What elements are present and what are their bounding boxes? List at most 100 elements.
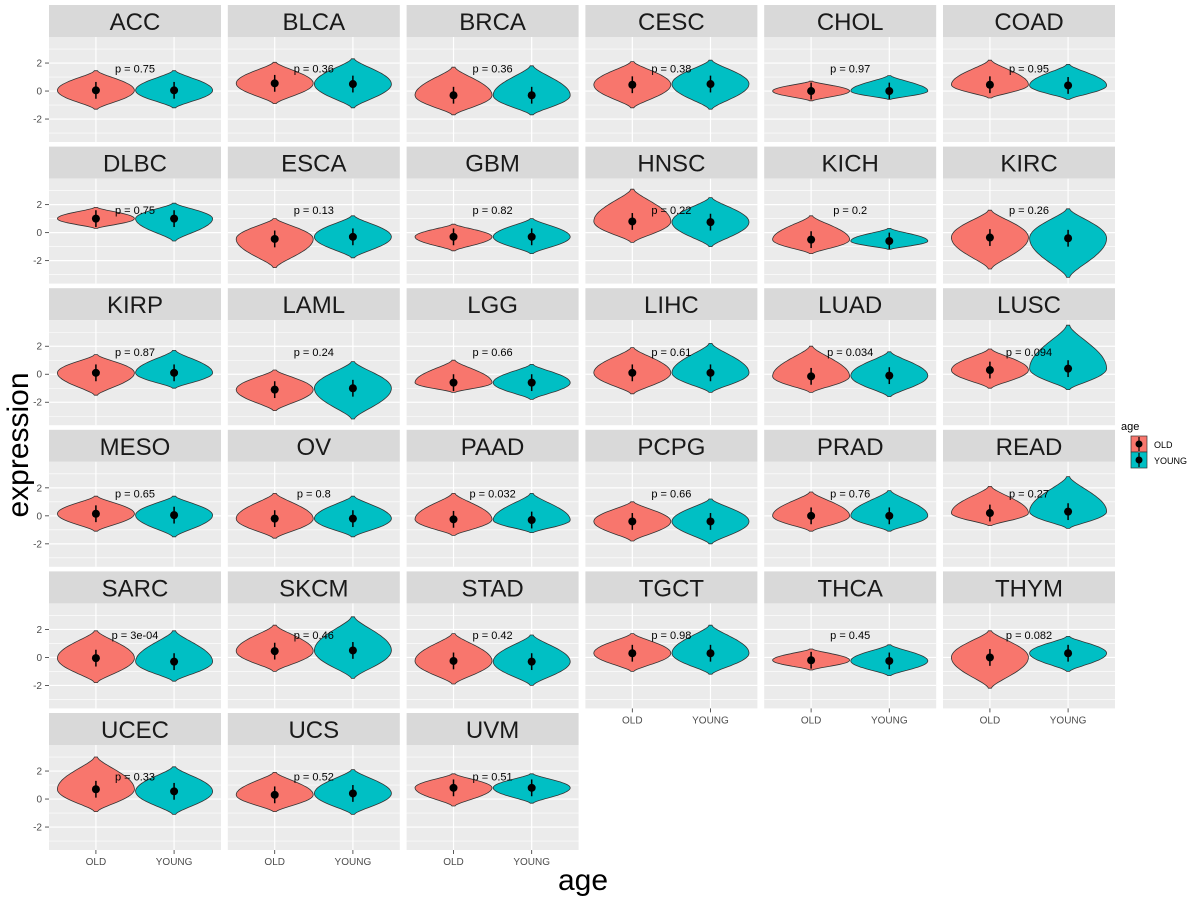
x-tick-label: OLD — [801, 715, 822, 726]
mean-point-old — [985, 80, 994, 89]
mean-point-young — [885, 237, 894, 246]
strip — [764, 146, 937, 179]
strip-label: UCEC — [101, 717, 169, 744]
p-value-label: p = 3e-04 — [112, 630, 159, 642]
x-tick-label: YOUNG — [692, 715, 729, 726]
legend-key-young — [1130, 451, 1148, 469]
strip — [227, 429, 400, 462]
y-tick-label: 0 — [36, 653, 42, 664]
violin-young — [1029, 324, 1108, 391]
facet-ucs: UCS p = 0.52 OLD YOUNG — [227, 713, 400, 868]
mean-point-young — [1064, 81, 1073, 90]
strip-label: DLBC — [103, 151, 167, 178]
x-axis-title: age — [558, 864, 608, 897]
strip — [764, 288, 937, 321]
p-value-label: p = 0.65 — [115, 488, 155, 500]
mean-point-old — [807, 87, 816, 96]
mean-point-young — [706, 649, 715, 658]
facet-uvm: UVM p = 0.51 OLD YOUNG — [406, 713, 579, 868]
y-tick-label: 2 — [36, 342, 42, 353]
p-value-label: p = 0.75 — [115, 205, 155, 217]
facet-luad: LUAD p = 0.034 — [764, 288, 937, 426]
facet-esca: ESCA p = 0.13 — [227, 146, 400, 284]
facet-meso: MESO p = 0.65 2 0 -2 — [33, 429, 221, 567]
mean-point-old — [91, 214, 100, 223]
mean-point-old — [91, 86, 100, 95]
facet-lusc: LUSC p = 0.094 — [943, 288, 1115, 426]
strip — [49, 288, 221, 321]
strip — [585, 288, 758, 321]
mean-point-old — [985, 653, 994, 662]
y-tick-label: -2 — [33, 115, 42, 126]
strip — [585, 5, 758, 37]
facet-coad: COAD p = 0.95 — [943, 5, 1115, 142]
facet-thca: THCA p = 0.45 OLD YOUNG — [764, 571, 937, 726]
strip — [49, 146, 221, 179]
facet-lgg: LGG p = 0.66 — [406, 288, 579, 426]
p-value-label: p = 0.45 — [830, 630, 870, 642]
strip-label: TGCT — [639, 575, 705, 602]
p-value-label: p = 0.36 — [473, 64, 513, 76]
p-value-label: p = 0.98 — [651, 630, 691, 642]
y-tick-label: 2 — [36, 625, 42, 636]
y-tick-label: 0 — [36, 511, 42, 522]
p-value-label: p = 0.094 — [1006, 347, 1052, 359]
strip-label: PRAD — [817, 434, 884, 461]
facet-laml: LAML p = 0.24 — [227, 288, 400, 426]
x-tick-label: YOUNG — [156, 857, 193, 868]
mean-point-young — [348, 514, 357, 523]
strip-label: OV — [296, 434, 331, 461]
y-tick-label: -2 — [33, 681, 42, 692]
x-tick-label: YOUNG — [1050, 715, 1087, 726]
strip — [406, 571, 579, 604]
mean-point-young — [348, 789, 357, 798]
mean-point-young — [348, 232, 357, 241]
facet-ucec: UCEC p = 0.33 2 0 -2 OLD YOUNG — [33, 713, 221, 868]
mean-point-old — [807, 235, 816, 244]
y-tick-label: -2 — [33, 823, 42, 834]
mean-point-old — [807, 511, 816, 520]
strip-label: CESC — [638, 9, 705, 36]
strip — [49, 5, 221, 37]
y-tick-label: 2 — [36, 59, 42, 70]
y-tick-label: 0 — [36, 228, 42, 239]
y-tick-label: -2 — [33, 398, 42, 409]
mean-point-young — [1064, 507, 1073, 516]
strip — [227, 571, 400, 604]
strip — [49, 429, 221, 462]
strip — [943, 288, 1115, 321]
mean-point-old — [985, 233, 994, 242]
facet-acc: ACC p = 0.75 2 0 -2 — [33, 5, 221, 142]
x-tick-label: OLD — [980, 715, 1001, 726]
facet-chol: CHOL p = 0.97 — [764, 5, 937, 142]
mean-point-young — [706, 517, 715, 526]
y-tick-label: 0 — [36, 370, 42, 381]
facet-ov: OV p = 0.8 — [227, 429, 400, 567]
strip-label: UCS — [288, 717, 339, 744]
mean-point-old — [449, 515, 458, 524]
p-value-label: p = 0.22 — [651, 205, 691, 217]
mean-point-old — [91, 785, 100, 794]
strip-label: COAD — [994, 9, 1063, 36]
strip-label: KIRC — [1000, 151, 1057, 178]
strip-label: LUAD — [818, 292, 882, 319]
mean-point-old — [628, 649, 637, 658]
p-value-label: p = 0.034 — [827, 347, 873, 359]
mean-point-young — [527, 232, 536, 241]
strip-label: KICH — [822, 151, 879, 178]
mean-point-old — [91, 509, 100, 518]
strip-label: PAAD — [461, 434, 525, 461]
facet-brca: BRCA p = 0.36 — [406, 5, 579, 142]
strip-label: STAD — [461, 575, 523, 602]
p-value-label: p = 0.8 — [297, 488, 331, 500]
strip-label: UVM — [466, 717, 519, 744]
mean-point-old — [270, 514, 279, 523]
strip-label: LUSC — [997, 292, 1061, 319]
p-value-label: p = 0.51 — [473, 772, 513, 784]
mean-point-young — [348, 384, 357, 393]
p-value-label: p = 0.66 — [473, 347, 513, 359]
mean-point-young — [527, 657, 536, 666]
legend-key-old — [1130, 435, 1148, 453]
strip — [227, 288, 400, 321]
mean-point-old — [449, 783, 458, 792]
